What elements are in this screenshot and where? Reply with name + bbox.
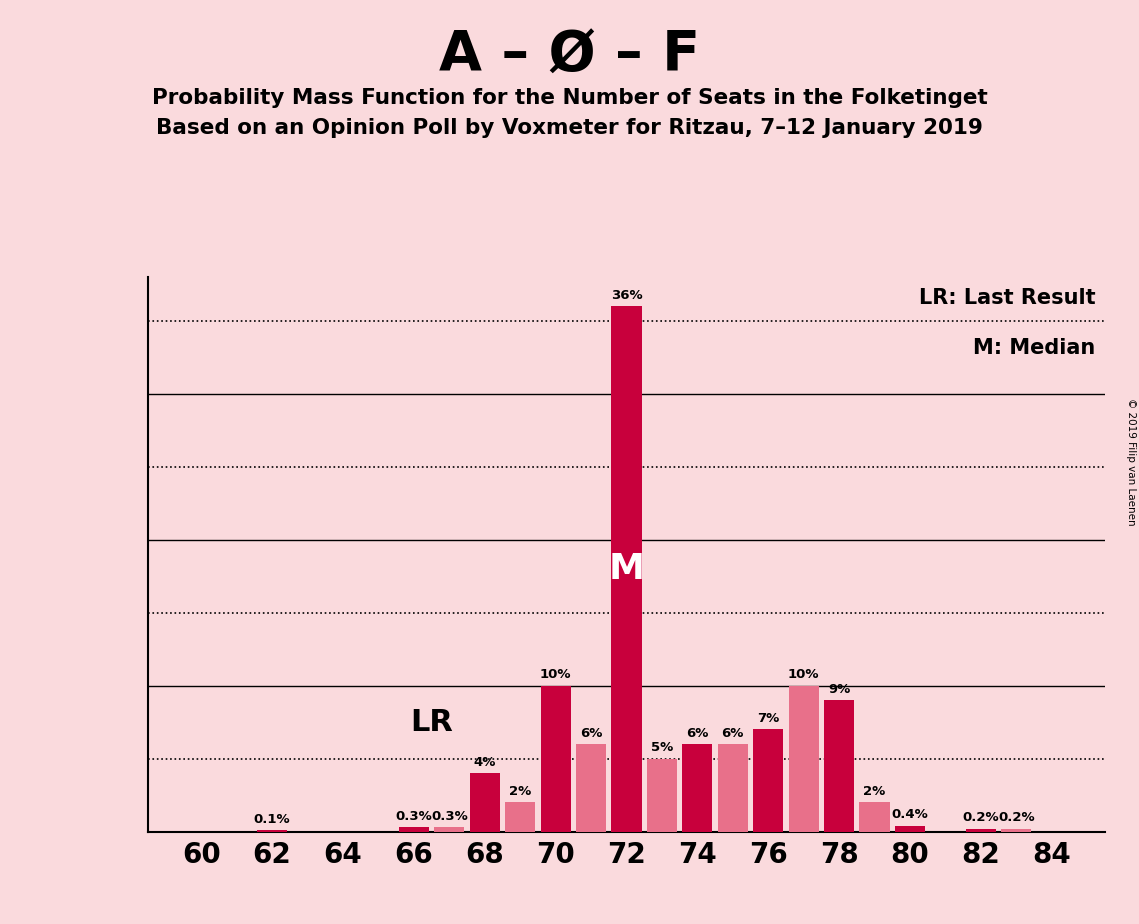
Text: M: Median: M: Median: [973, 338, 1096, 359]
Text: 0.3%: 0.3%: [431, 809, 468, 823]
Text: 4%: 4%: [474, 756, 495, 769]
Text: 7%: 7%: [757, 712, 779, 725]
Bar: [753, 729, 784, 832]
Text: 10%: 10%: [540, 668, 572, 681]
Text: 0.3%: 0.3%: [395, 809, 432, 823]
Text: 6%: 6%: [580, 726, 603, 740]
Text: 0.2%: 0.2%: [998, 811, 1034, 824]
Bar: [576, 744, 606, 832]
Text: LR: LR: [410, 708, 453, 736]
Text: Based on an Opinion Poll by Voxmeter for Ritzau, 7–12 January 2019: Based on an Opinion Poll by Voxmeter for…: [156, 118, 983, 139]
Bar: [399, 827, 429, 832]
Text: 0.1%: 0.1%: [254, 813, 290, 826]
Bar: [469, 773, 500, 832]
Bar: [895, 826, 925, 832]
Text: 2%: 2%: [863, 785, 886, 798]
Bar: [682, 744, 712, 832]
Text: 9%: 9%: [828, 683, 850, 696]
Text: LR: Last Result: LR: Last Result: [919, 288, 1096, 309]
Bar: [612, 307, 641, 832]
Bar: [257, 830, 287, 832]
Text: 2%: 2%: [509, 785, 531, 798]
Bar: [823, 700, 854, 832]
Bar: [647, 759, 677, 832]
Bar: [505, 802, 535, 832]
Bar: [966, 829, 995, 832]
Bar: [1001, 829, 1031, 832]
Text: 6%: 6%: [686, 726, 708, 740]
Bar: [718, 744, 748, 832]
Text: 6%: 6%: [722, 726, 744, 740]
Text: © 2019 Filip van Laenen: © 2019 Filip van Laenen: [1126, 398, 1136, 526]
Text: A – Ø – F: A – Ø – F: [439, 28, 700, 81]
Text: 36%: 36%: [611, 289, 642, 302]
Bar: [434, 827, 465, 832]
Bar: [860, 802, 890, 832]
Text: 0.2%: 0.2%: [962, 811, 999, 824]
Text: 5%: 5%: [650, 741, 673, 754]
Text: 10%: 10%: [788, 668, 819, 681]
Text: M: M: [608, 552, 645, 586]
Bar: [541, 686, 571, 832]
Text: 0.4%: 0.4%: [892, 808, 928, 821]
Bar: [788, 686, 819, 832]
Text: Probability Mass Function for the Number of Seats in the Folketinget: Probability Mass Function for the Number…: [151, 88, 988, 108]
